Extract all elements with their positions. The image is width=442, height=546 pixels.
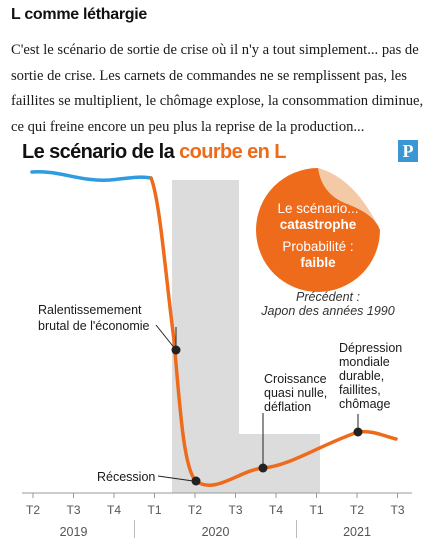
x-tick-label: T3 bbox=[228, 503, 242, 517]
article-heading: L comme léthargie bbox=[11, 6, 147, 23]
marker-slowdown bbox=[171, 345, 181, 355]
badge-line2: catastrophe bbox=[280, 217, 357, 232]
x-tick-label: T2 bbox=[26, 503, 40, 517]
annotation-slowdown: Ralentissemement brutal de l'économie bbox=[38, 303, 150, 333]
marker-depression bbox=[353, 427, 363, 437]
scenario-badge: Le scénario... catastrophe Probabilité :… bbox=[256, 168, 380, 292]
year-label: 2019 bbox=[60, 525, 88, 539]
article-intro: C'est le scénario de sortie de crise où … bbox=[11, 42, 424, 135]
l-shape-region bbox=[172, 180, 320, 493]
leader-recession bbox=[157, 475, 194, 482]
le-parisien-logo: P bbox=[398, 140, 418, 162]
annotation-recession: Récession bbox=[97, 470, 155, 484]
marker-growth bbox=[258, 463, 268, 473]
x-tick-label: T1 bbox=[309, 503, 323, 517]
badge-line4: faible bbox=[300, 255, 336, 270]
badge-line1: Le scénario... bbox=[277, 201, 358, 216]
chart-title-part2: courbe en L bbox=[179, 141, 286, 163]
x-tick-label: T4 bbox=[107, 503, 121, 517]
annotation-growth: Croissance quasi nulle, déflation bbox=[264, 372, 331, 414]
x-tick-label: T3 bbox=[66, 503, 80, 517]
leader-slowdown bbox=[155, 324, 177, 351]
chart-title: Le scénario de la courbe en L bbox=[22, 141, 286, 163]
marker-recession bbox=[191, 476, 201, 486]
precedent-label: Précédent : bbox=[296, 290, 360, 304]
year-label: 2021 bbox=[343, 525, 371, 539]
svg-text:P: P bbox=[403, 141, 414, 161]
annotation-depression: Dépression mondiale durable, faillites, … bbox=[339, 341, 406, 411]
x-tick-label: T2 bbox=[188, 503, 202, 517]
x-tick-label: T2 bbox=[350, 503, 364, 517]
badge-line3: Probabilité : bbox=[282, 239, 353, 254]
x-tick-label: T1 bbox=[147, 503, 161, 517]
chart-title-part1: Le scénario de la bbox=[22, 141, 179, 163]
x-tick-label: T3 bbox=[390, 503, 404, 517]
year-label: 2020 bbox=[202, 525, 230, 539]
x-axis: T2 T3 T4 T1 T2 T3 T4 T1 T2 T3 2019 2020 2021 bbox=[22, 492, 412, 539]
x-tick-label: T4 bbox=[269, 503, 283, 517]
curve-segment-historic bbox=[30, 170, 153, 182]
precedent-value: Japon des années 1990 bbox=[260, 304, 394, 318]
